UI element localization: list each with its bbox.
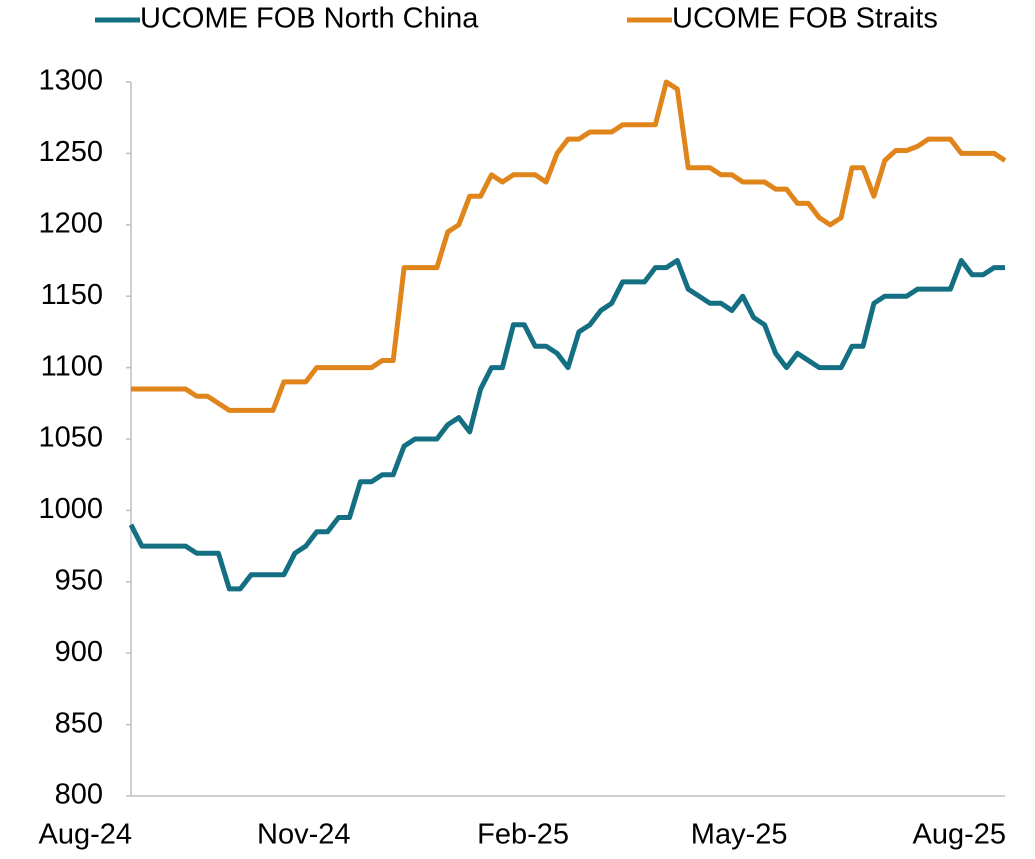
x-tick-label: Nov-24 <box>257 819 351 851</box>
y-tick-label: 1250 <box>38 136 103 168</box>
y-tick-label: 1200 <box>38 207 103 239</box>
series-line <box>131 79 1007 413</box>
y-tick-label: 1000 <box>38 493 103 525</box>
legend-label: UCOME FOB North China <box>140 3 479 35</box>
x-tick-label: May-25 <box>691 819 788 851</box>
legend-label: UCOME FOB Straits <box>672 3 938 35</box>
y-tick-label: 950 <box>55 564 103 596</box>
y-tick-label: 1050 <box>38 422 103 454</box>
y-tick-label: 1100 <box>41 350 103 382</box>
x-tick-label: Aug-24 <box>38 819 132 851</box>
y-tick-label: 850 <box>55 707 103 739</box>
y-tick-label: 1300 <box>38 65 103 97</box>
x-tick-label: Feb-25 <box>477 819 569 851</box>
y-tick-label: 800 <box>55 779 103 811</box>
series-line <box>128 258 1005 592</box>
y-tick-label: 1150 <box>41 279 103 311</box>
y-tick-label: 900 <box>55 636 103 668</box>
x-tick-label: Aug-25 <box>912 819 1006 851</box>
